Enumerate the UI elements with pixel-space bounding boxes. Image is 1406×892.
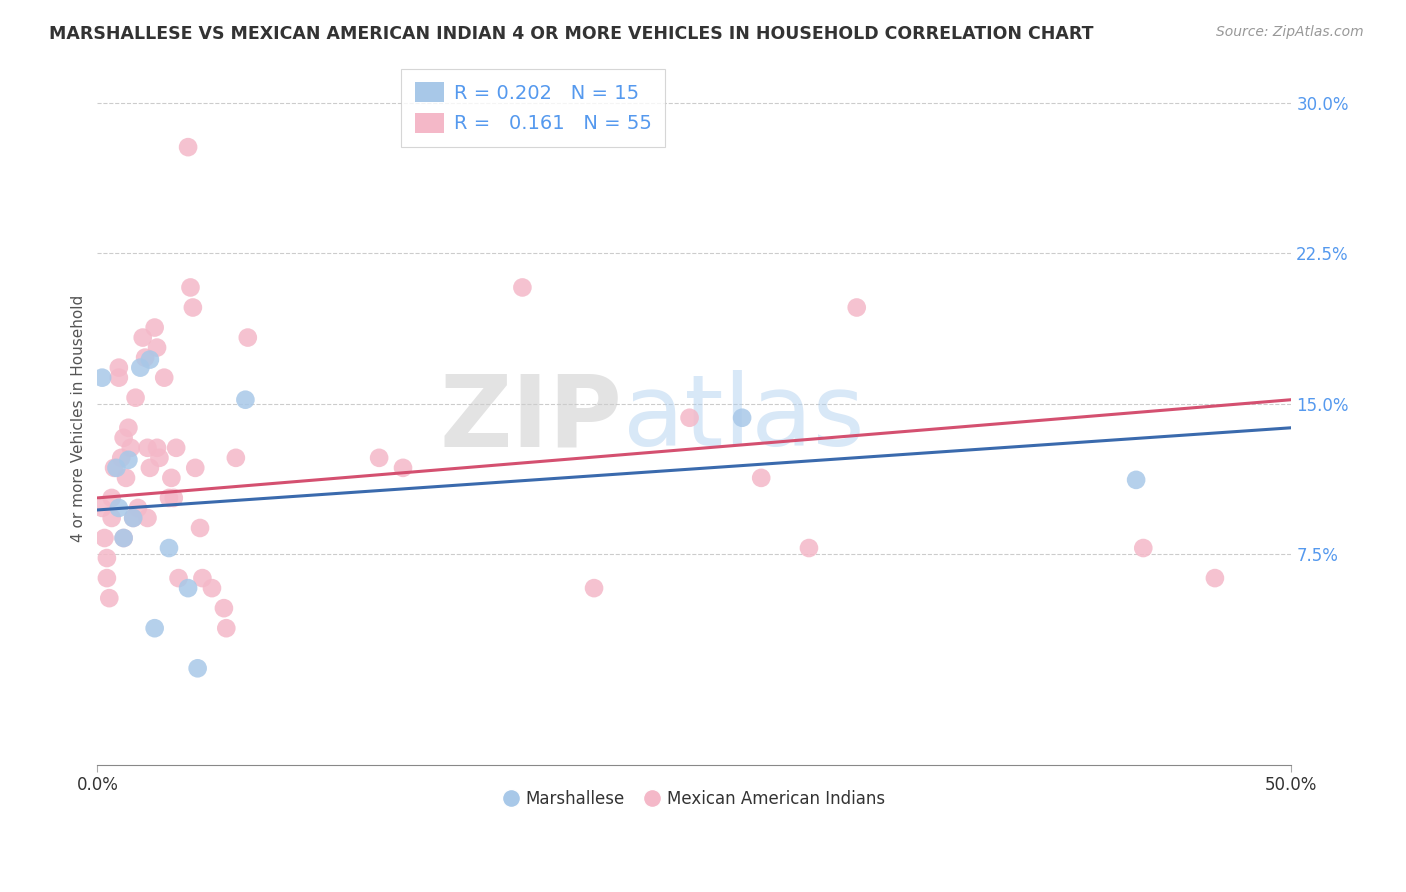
Point xyxy=(108,360,131,375)
Point xyxy=(1204,571,1226,585)
Point xyxy=(201,581,224,595)
Point xyxy=(120,441,142,455)
Point xyxy=(143,621,166,635)
Point xyxy=(583,581,606,595)
Point xyxy=(1132,541,1154,555)
Point xyxy=(108,500,131,515)
Point xyxy=(98,591,121,606)
Point xyxy=(122,511,145,525)
Point xyxy=(122,511,145,525)
Point xyxy=(731,410,754,425)
Point xyxy=(215,621,238,635)
Point xyxy=(749,471,772,485)
Text: atlas: atlas xyxy=(623,370,865,467)
Text: MARSHALLESE VS MEXICAN AMERICAN INDIAN 4 OR MORE VEHICLES IN HOUSEHOLD CORRELATI: MARSHALLESE VS MEXICAN AMERICAN INDIAN 4… xyxy=(49,25,1094,43)
Point xyxy=(188,521,211,535)
Point xyxy=(392,461,415,475)
Point xyxy=(845,301,868,315)
Point xyxy=(236,330,259,344)
Point xyxy=(165,441,187,455)
Point xyxy=(368,450,391,465)
Point xyxy=(1125,473,1147,487)
Point xyxy=(157,491,180,505)
Point xyxy=(157,541,180,555)
Point xyxy=(91,370,114,384)
Point xyxy=(105,461,128,475)
Legend: Marshallese, Mexican American Indians: Marshallese, Mexican American Indians xyxy=(498,784,891,815)
Point xyxy=(160,471,183,485)
Point xyxy=(115,471,138,485)
Point xyxy=(134,351,156,365)
Point xyxy=(181,301,204,315)
Point xyxy=(167,571,190,585)
Point xyxy=(225,450,247,465)
Point xyxy=(112,531,135,545)
Point xyxy=(91,500,114,515)
Point xyxy=(96,571,118,585)
Point xyxy=(112,531,135,545)
Point xyxy=(124,391,146,405)
Point xyxy=(112,431,135,445)
Point xyxy=(797,541,820,555)
Point xyxy=(96,551,118,566)
Text: ZIP: ZIP xyxy=(440,370,623,467)
Point xyxy=(163,491,186,505)
Point xyxy=(177,140,200,154)
Point xyxy=(136,441,159,455)
Point xyxy=(132,330,155,344)
Point xyxy=(191,571,214,585)
Point xyxy=(110,450,132,465)
Point xyxy=(153,370,176,384)
Point xyxy=(143,320,166,334)
Point xyxy=(103,461,125,475)
Point xyxy=(139,461,162,475)
Point xyxy=(187,661,209,675)
Point xyxy=(148,450,170,465)
Point xyxy=(146,441,169,455)
Text: Source: ZipAtlas.com: Source: ZipAtlas.com xyxy=(1216,25,1364,39)
Point xyxy=(100,491,122,505)
Point xyxy=(117,421,139,435)
Point xyxy=(146,341,169,355)
Point xyxy=(129,360,152,375)
Point xyxy=(179,280,201,294)
Y-axis label: 4 or more Vehicles in Household: 4 or more Vehicles in Household xyxy=(72,295,86,542)
Point xyxy=(512,280,534,294)
Point xyxy=(212,601,235,615)
Point xyxy=(136,511,159,525)
Point xyxy=(93,531,115,545)
Point xyxy=(100,511,122,525)
Point xyxy=(108,370,131,384)
Point xyxy=(184,461,207,475)
Point xyxy=(139,352,162,367)
Point xyxy=(177,581,200,595)
Point xyxy=(127,500,149,515)
Point xyxy=(117,453,139,467)
Point xyxy=(678,410,700,425)
Point xyxy=(235,392,257,407)
